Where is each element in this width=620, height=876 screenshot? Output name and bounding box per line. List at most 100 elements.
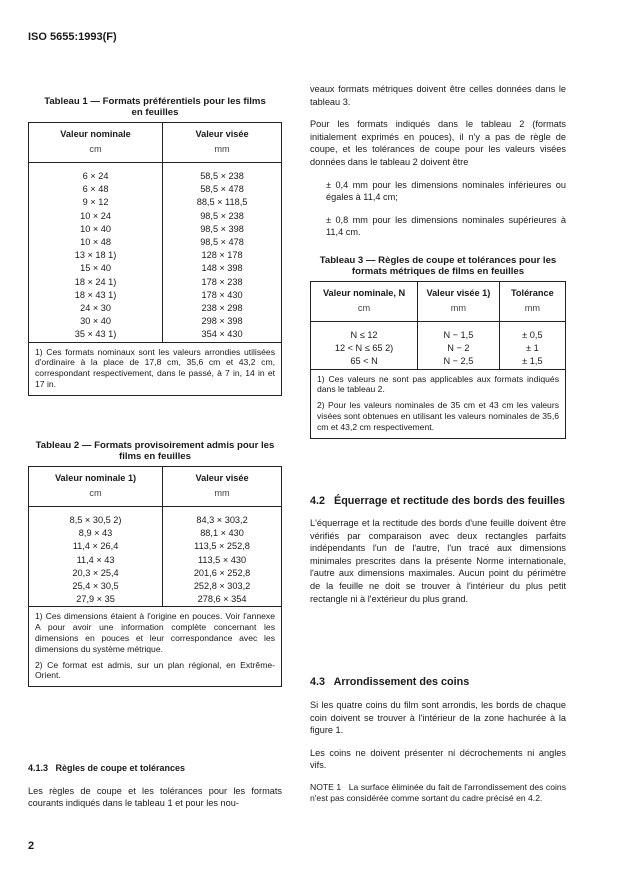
footnotes: 1) Ces dimensions étaient à l'origine en… — [28, 606, 282, 687]
paragraph: Si les quatre coins du film sont arrondi… — [310, 700, 566, 736]
table-2: Valeur nominale 1) cm Valeur visée mm 8,5 × … — [28, 466, 282, 688]
table-cell: 6 × 48 — [82, 184, 109, 195]
header-row: Valeur nominale 1) cm Valeur visée mm — [28, 466, 282, 507]
column-unit: mm — [450, 302, 467, 313]
column-label: Valeur visée — [195, 129, 249, 139]
list-item: ± 0,8 mm pour les dimensions nominales s… — [326, 214, 566, 238]
table-cell: 9 × 12 — [82, 197, 109, 208]
table-cell: 30 × 40 — [80, 316, 111, 327]
table-cell: 252,8 × 303,2 — [162, 580, 282, 594]
table-cell: N − 2,5 — [417, 355, 500, 370]
table-1-title: Tableau 1 — Formats préférentiels pour l… — [44, 96, 266, 118]
footnotes: 1) Ces valeurs ne sont pas applicables a… — [310, 368, 566, 439]
table-cell: 278,6 × 354 — [162, 593, 282, 607]
table-row: 35 × 43 1) 354 × 430 — [29, 328, 282, 343]
table-cell: 6 × 24 — [82, 171, 109, 181]
section-heading: 4.1.3 Règles de coupe et tolérances — [28, 763, 186, 773]
table-3-title: Tableau 3 — Règles de coupe et tolérance… — [319, 255, 557, 277]
table-cell: 98,5 × 238 — [162, 209, 282, 223]
table-cell: 15 × 40 — [80, 263, 111, 274]
footnotes: 1) Ces formats nominaux sont les valeurs… — [28, 341, 282, 396]
footnote: 1) Ces valeurs ne sont pas applicables a… — [317, 373, 559, 395]
right-text-block: veaux formats métriques doivent être cel… — [310, 83, 566, 239]
column-header: Valeur nominale 1) cm — [28, 466, 163, 507]
table-cell: 27,9 × 35 — [76, 594, 115, 605]
table-1-block: Tableau 1 — Formats préférentiels pour l… — [28, 96, 282, 396]
column-header: Valeur visée mm — [162, 466, 282, 507]
paragraph: Pour les formats indiqués dans le tablea… — [310, 119, 566, 167]
document-header: ISO 5655:1993(F) — [28, 31, 117, 43]
table-row: 11,4 × 26,4 113,5 × 252,8 — [29, 540, 282, 554]
column-label: Valeur visée 1) — [426, 288, 491, 298]
table-cell: 238 × 298 — [162, 302, 282, 316]
table-cell: 88,5 × 118,5 — [162, 196, 282, 210]
column-unit: mm — [214, 487, 230, 498]
table-cell: 178 × 430 — [162, 288, 282, 303]
table-row: 10 × 24 98,5 × 238 — [29, 209, 282, 223]
paragraph: Les coins ne doivent présenter ni décroc… — [310, 747, 566, 771]
table-row: 27,9 × 35 278,6 × 354 — [29, 593, 282, 607]
table-2-block: Tableau 2 — Formats provisoirement admis… — [28, 440, 282, 688]
table-cell: N − 2 — [417, 342, 500, 356]
section-4-2: 4.2 Équerrage et rectitude des bords des… — [310, 495, 566, 605]
table-cell: 98,5 × 398 — [162, 222, 282, 237]
footnote: 1) Ces formats nominaux sont les valeurs… — [35, 346, 275, 390]
table-cell: 8,5 × 30,5 2) — [69, 515, 122, 525]
footnote: 1) Ces dimensions étaient à l'origine en… — [35, 611, 275, 654]
section-heading: 4.2 Équerrage et rectitude des bords des… — [310, 495, 566, 507]
table-row: 8,9 × 43 88,1 × 430 — [29, 527, 282, 541]
table-3-block: Tableau 3 — Règles de coupe et tolérance… — [310, 255, 566, 439]
page-number: 2 — [28, 840, 35, 852]
column-header: Valeur visée 1) mm — [417, 281, 500, 322]
table-cell: 65 < N — [350, 356, 378, 367]
table-cell: 35 × 43 1) — [74, 329, 117, 340]
table-cell: 58,5 × 238 — [162, 162, 282, 184]
table-cell: 10 × 24 — [80, 210, 111, 221]
header-row: Valeur nominale cm Valeur visée mm — [28, 122, 282, 163]
column-unit: cm — [357, 302, 371, 313]
table-row: 30 × 40 298 × 398 — [29, 315, 282, 329]
table-cell: 128 × 178 — [162, 249, 282, 263]
section-4-1-3: 4.1.3 Règles de coupe et tolérances Les … — [28, 762, 282, 810]
table-cell: 354 × 430 — [162, 328, 282, 343]
table-cell: 8,9 × 43 — [78, 528, 113, 539]
table-cell: 11,4 × 26,4 — [72, 541, 119, 552]
table-row: N ≤ 12 N − 1,5 ± 0,5 — [311, 321, 566, 343]
table-row: 10 × 40 98,5 × 398 — [29, 222, 282, 237]
column-label: Valeur visée — [195, 473, 249, 483]
table-cell: N ≤ 12 — [350, 330, 378, 340]
data-table: Valeur nominale cm Valeur visée mm 6 × 24 58,… — [28, 122, 282, 396]
table-cell: 178 × 238 — [162, 275, 282, 289]
table-cell: 11,4 × 43 — [76, 554, 115, 565]
table-2-title: Tableau 2 — Formats provisoirement admis… — [35, 440, 275, 462]
column-label: Valeur nominale 1) — [54, 473, 137, 483]
table-cell: ± 1 — [498, 342, 566, 356]
table-cell: 18 × 24 1) — [74, 276, 117, 287]
footnote-row: 1) Ces dimensions étaient à l'origine en… — [28, 606, 282, 687]
column-label: Valeur nominale, N — [322, 288, 406, 298]
table-cell: 201,6 × 252,8 — [162, 566, 282, 581]
table-cell: 13 × 18 1) — [74, 250, 117, 261]
column-header: Valeur nominale cm — [28, 122, 163, 163]
table-cell: 10 × 48 — [80, 237, 111, 248]
table-row: 25,4 × 30,5 252,8 × 303,2 — [29, 580, 282, 594]
column-unit: mm — [214, 143, 230, 154]
footnote-row: 1) Ces formats nominaux sont les valeurs… — [28, 341, 282, 396]
table-row: 20,3 × 25,4 201,6 × 252,8 — [29, 566, 282, 581]
section-heading: 4.3 Arrondissement des coins — [310, 676, 470, 688]
table-cell: 10 × 40 — [80, 223, 111, 234]
paragraph: veaux formats métriques doivent être cel… — [310, 84, 566, 107]
data-table: Valeur nominale 1) cm Valeur visée mm 8,5 × … — [28, 466, 282, 688]
table-cell: 58,5 × 478 — [162, 183, 282, 197]
table-cell: 298 × 398 — [162, 315, 282, 329]
table-cell: N − 1,5 — [417, 321, 500, 343]
table-cell: 18 × 43 1) — [74, 289, 117, 300]
table-cell: 98,5 × 478 — [162, 236, 282, 250]
table-cell: 113,5 × 252,8 — [162, 540, 282, 554]
note: NOTE 1 La surface éliminée du fait de l'… — [310, 781, 569, 803]
column-header: Valeur visée mm — [162, 122, 282, 163]
paragraph: Les règles de coupe et les tolérances po… — [28, 785, 282, 809]
table-cell: 12 < N ≤ 65 2) — [334, 343, 394, 354]
table-row: 8,5 × 30,5 2) 84,3 × 303,2 — [29, 506, 282, 528]
